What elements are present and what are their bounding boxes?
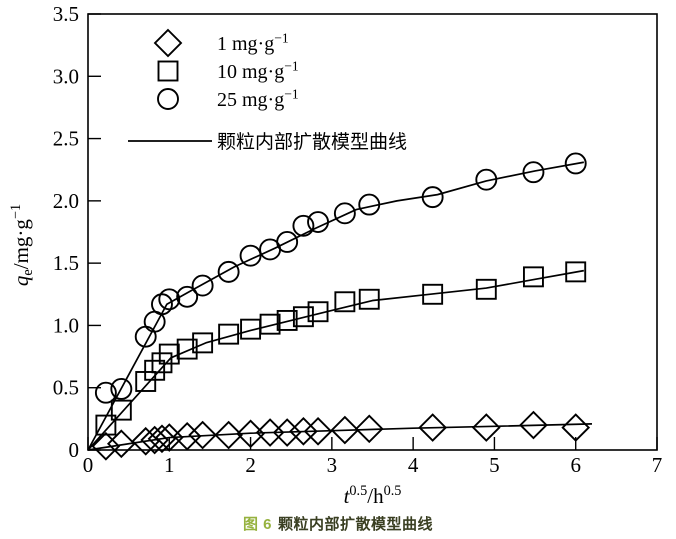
svg-text:6: 6 — [570, 453, 581, 477]
legend: 1 mg·g−1 10 mg·g−1 25 mg·g−1 颗粒内部扩散模型曲线 — [128, 28, 407, 153]
svg-text:1 mg·g−1: 1 mg·g−1 — [217, 30, 289, 55]
svg-text:4: 4 — [408, 453, 419, 477]
svg-text:t0.5/h0.5: t0.5/h0.5 — [344, 483, 402, 508]
svg-text:0: 0 — [83, 453, 94, 477]
series-diamond-markers — [91, 410, 591, 461]
caption-title: 颗粒内部扩散模型曲线 — [278, 516, 434, 533]
svg-text:3.0: 3.0 — [53, 64, 79, 88]
x-axis-title: t0.5/h0.5 — [344, 483, 402, 508]
svg-text:1: 1 — [164, 453, 175, 477]
svg-text:3.5: 3.5 — [53, 2, 79, 26]
svg-text:颗粒内部扩散模型曲线: 颗粒内部扩散模型曲线 — [217, 131, 407, 153]
x-axis-ticks: 0 1 2 3 4 5 6 7 — [83, 437, 663, 477]
svg-text:2: 2 — [245, 453, 256, 477]
svg-text:2.5: 2.5 — [53, 127, 79, 151]
svg-text:0.5: 0.5 — [53, 376, 79, 400]
svg-text:7: 7 — [652, 453, 663, 477]
svg-text:1.5: 1.5 — [53, 251, 79, 275]
y-axis-title: qe/mg·g−1 — [8, 204, 36, 286]
model-curve-square — [87, 269, 584, 451]
plot-frame — [87, 13, 658, 451]
svg-text:10 mg·g−1: 10 mg·g−1 — [217, 58, 299, 83]
figure-caption: 图 6 颗粒内部扩散模型曲线 — [0, 513, 676, 534]
chart-canvas: 0 1 2 3 4 5 6 7 0 0.5 1.0 1.5 2.0 2.5 3.0 3.5 1 mg·g−1 10… — [8, 2, 663, 508]
svg-text:2.0: 2.0 — [53, 189, 79, 213]
y-axis-ticks: 0 0.5 1.0 1.5 2.0 2.5 3.0 3.5 — [53, 2, 101, 462]
svg-text:3: 3 — [327, 453, 338, 477]
svg-text:qe/mg·g−1: qe/mg·g−1 — [8, 204, 36, 286]
svg-text:0: 0 — [69, 438, 80, 462]
series-circle-markers — [94, 152, 587, 404]
series-square-markers — [95, 261, 587, 436]
svg-text:1.0: 1.0 — [53, 313, 79, 337]
svg-text:5: 5 — [489, 453, 500, 477]
svg-text:25 mg·g−1: 25 mg·g−1 — [217, 86, 299, 111]
caption-figure-number: 图 6 — [242, 516, 272, 533]
